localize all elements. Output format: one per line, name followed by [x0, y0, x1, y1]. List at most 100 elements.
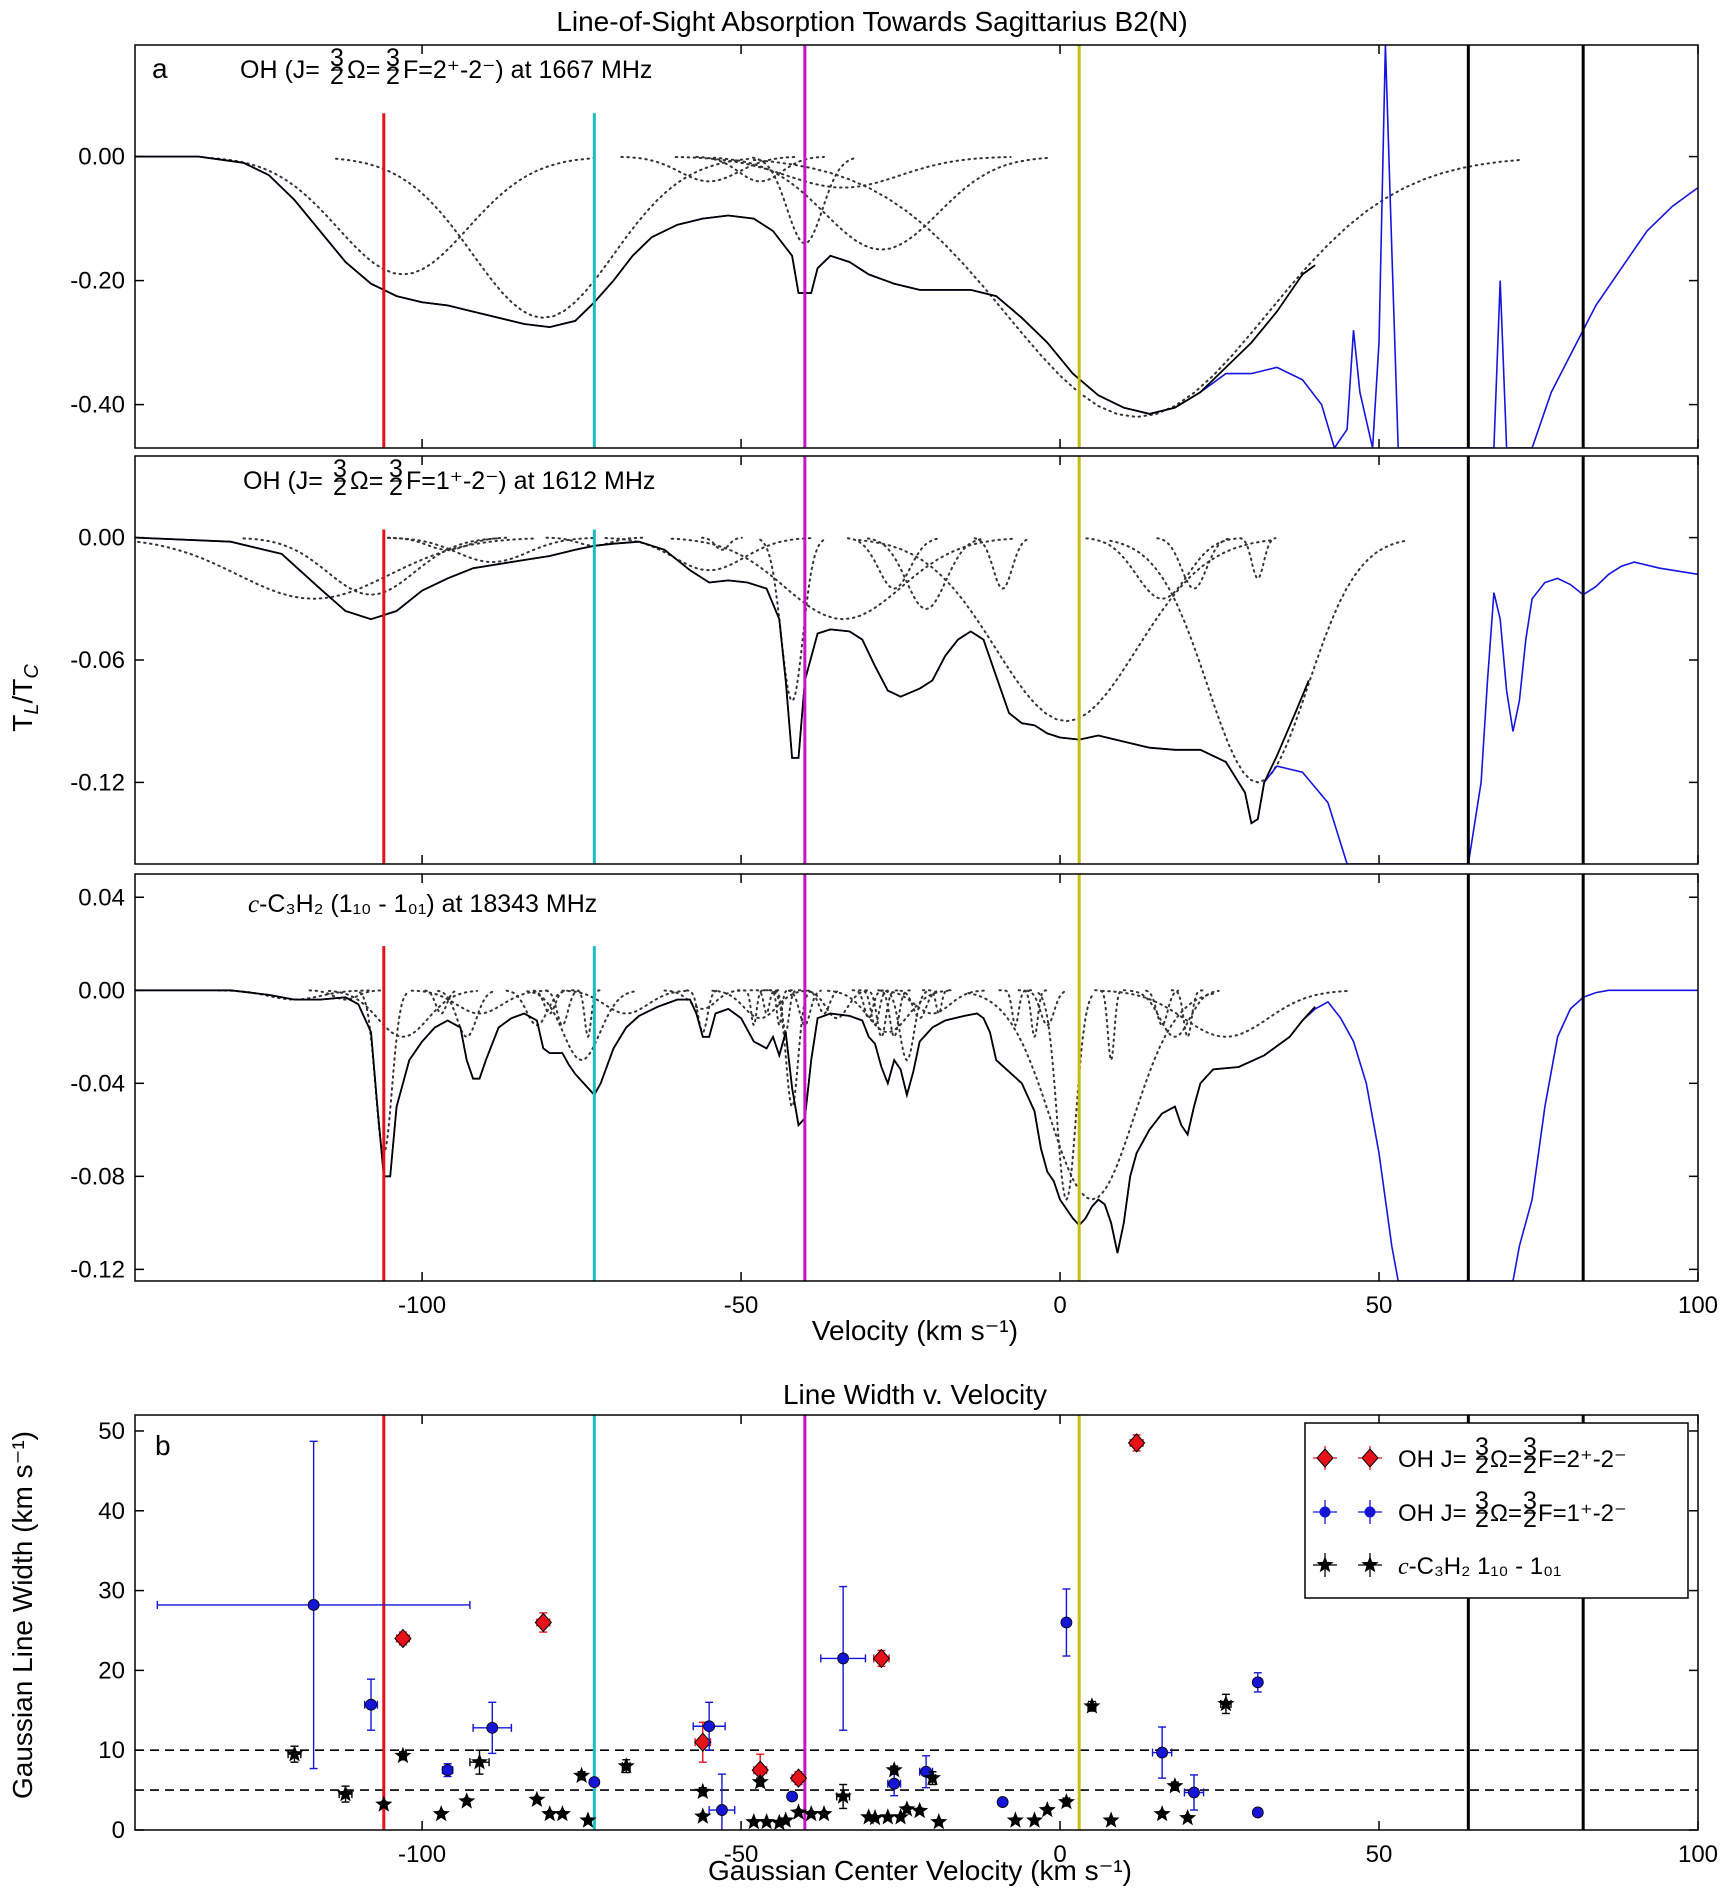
anno-c3h2-main: -C₃H₂ (1₁₀ - 1₀₁) at 18343 MHz: [259, 890, 597, 918]
component-curve-2-35: [1026, 989, 1069, 1027]
component-curve-2-38: [1094, 989, 1128, 1063]
ylabel-top-mid: /T: [7, 679, 38, 704]
panel-body-1: [135, 536, 1698, 864]
component-curve-2-39: [1145, 989, 1180, 1027]
component-curve-2-11: [571, 989, 605, 1039]
xtick-label-2-1: -50: [724, 1292, 759, 1319]
frac-o-0: 32: [386, 44, 400, 90]
legend-frac-o-0-den: 2: [1523, 1451, 1537, 1479]
component-curve-2-31: [879, 989, 986, 1015]
legend-frac-j-1-den: 2: [1475, 1505, 1489, 1533]
component-curve-2-29: [885, 990, 929, 1062]
c3h2-point: [1038, 1801, 1056, 1818]
component-curve-2-10: [526, 990, 637, 1062]
xtick-label-2-2: 0: [1053, 1292, 1066, 1319]
component-curve-1-14: [1156, 537, 1232, 590]
c3h2-point: [898, 1800, 916, 1817]
ytick-label-3-1: 10: [98, 1737, 125, 1764]
annotation-1667: OH (J=: [240, 56, 320, 84]
ytick-label-2-2: -0.04: [70, 1070, 125, 1097]
ytick-label-1-2: 0.00: [78, 525, 125, 552]
component-curve-0-0: [210, 157, 596, 276]
component-curve-1-7: [759, 538, 825, 703]
c3h2-point: [770, 1813, 788, 1830]
frac-o-1-den: 2: [389, 473, 403, 501]
frac-j-0-den: 2: [330, 62, 344, 90]
frac-j-0-num: 3: [330, 44, 344, 72]
component-curve-2-30: [899, 989, 940, 1020]
oh1667-point: [789, 1768, 808, 1788]
legend-frac-j-1-num: 3: [1475, 1487, 1489, 1515]
ytick-label-0-2: 0.00: [78, 144, 125, 171]
c3h2-point: [694, 1782, 712, 1799]
c3h2-point: [892, 1808, 910, 1825]
oh1612-point: [365, 1698, 377, 1711]
annotation-1667-b: Ω=: [347, 56, 380, 84]
c3h2-point: [285, 1745, 303, 1762]
legend-label-pre-0: OH J=: [1398, 1446, 1467, 1473]
c3h2-point: [1217, 1694, 1235, 1712]
c3h2-point: [911, 1801, 929, 1819]
oh1667-point: [534, 1612, 552, 1633]
plot-frame-3: [134, 1414, 1699, 1831]
oh1667-point: [694, 1732, 712, 1752]
legend-label-post-1: F=1⁺-2⁻: [1538, 1500, 1627, 1527]
component-curve-0-2: [620, 155, 798, 183]
anno-pre-0: OH (J=: [240, 56, 320, 84]
oh1667-point: [394, 1628, 412, 1649]
component-curve-2-12: [561, 989, 691, 1015]
scatter-body: [135, 1415, 1698, 1830]
panel-body-2: [135, 989, 1698, 1281]
component-curve-0-6: [712, 156, 1050, 251]
legend-label-2: c-C₃H₂ 1₁₀ - 1₀₁: [1398, 1553, 1561, 1580]
c3h2-point: [885, 1761, 903, 1778]
component-curve-0-5: [674, 156, 1012, 189]
legend-marker-star: [1316, 1556, 1334, 1573]
component-curve-2-40: [1130, 989, 1220, 1038]
legend-frac-o-1: 32: [1523, 1487, 1537, 1533]
c3h2-point: [394, 1746, 412, 1764]
component-curve-1-6: [701, 536, 743, 551]
legend-c-italic: c: [1398, 1554, 1409, 1580]
ytick-label-3-2: 20: [98, 1657, 125, 1684]
ytick-label-2-4: 0.04: [78, 884, 125, 911]
xlabel-top: Velocity (km s⁻¹): [812, 1315, 1018, 1346]
ylabel-top: TL/TC: [7, 664, 43, 732]
component-curve-2-26: [864, 989, 899, 1039]
observed-spectrum-2: [135, 989, 1698, 1281]
panels: -0.40-0.200.00a OH (J= 32 Ω= 32 F=2⁺-2⁻) at…: [70, 44, 1718, 1868]
frac-j-1: 32: [333, 455, 347, 501]
component-curve-2-8: [532, 989, 567, 1015]
legend-marker-star: [1361, 1556, 1379, 1573]
ytick-label-2-0: -0.12: [70, 1256, 125, 1283]
component-curve-2-33: [998, 989, 1033, 1027]
component-curve-2-6: [410, 989, 549, 1015]
ytick-label-1-1: -0.06: [70, 647, 125, 674]
component-curve-2-22: [807, 989, 841, 1015]
c3h2-point: [617, 1757, 635, 1774]
xtick-label-2-4: 100: [1678, 1292, 1718, 1319]
ytick-label-1-0: -0.12: [70, 769, 125, 796]
c3h2-point: [337, 1785, 355, 1802]
component-curve-2-34: [1017, 989, 1052, 1039]
component-curve-2-24: [851, 989, 886, 1020]
component-curve-2-15: [736, 989, 771, 1028]
legend-label-mid-1: Ω=: [1490, 1500, 1522, 1527]
component-curve-2-1: [308, 989, 383, 1001]
oh1612-point: [996, 1796, 1009, 1808]
ylabel-top-sub1: L: [21, 704, 43, 715]
legend-marker-circle: [1319, 1506, 1331, 1518]
component-curve-2-37: [967, 992, 1217, 1201]
component-curve-2-17: [749, 989, 784, 1016]
component-curve-2-32: [921, 989, 956, 1016]
annotation-1667-c: F=2⁺-2⁻) at 1667 MHz: [403, 56, 652, 84]
c3h2-point: [541, 1805, 559, 1822]
component-curve-2-36: [1037, 992, 1096, 1202]
c3h2-point: [802, 1805, 820, 1822]
ylabel-top-main: T: [7, 715, 38, 732]
panel-label-a: a: [152, 53, 168, 84]
c3h2-point: [1102, 1811, 1120, 1828]
panel-2: -0.12 -0.08 -0.04 0.00 0.04 -100 -50 0 50 100 c-C₃…: [70, 873, 1718, 1319]
ytick-label-3-0: 0: [112, 1817, 125, 1844]
